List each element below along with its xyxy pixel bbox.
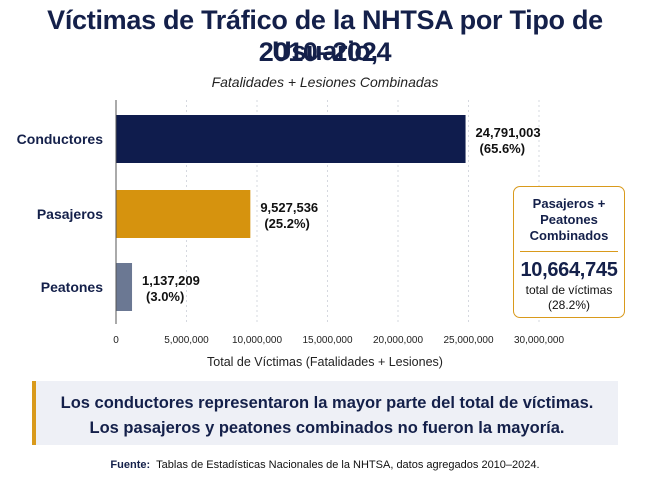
x-tick-label: 20,000,000 (373, 335, 423, 346)
bar-peatones (116, 263, 133, 311)
insight-line-1: Los conductores representaron la mayor p… (60, 394, 594, 412)
bar-pasajeros (116, 190, 251, 238)
bar-conductores (116, 115, 466, 163)
value-label: 24,791,003 (476, 125, 541, 140)
percent-label: (25.2%) (264, 216, 310, 231)
callout-value: 10,664,745 (520, 259, 618, 281)
source-label: Fuente: (110, 459, 151, 471)
bar-chart: Conductores 24,791,003(65.6%) Pasajeros 9,5… (17, 100, 564, 369)
x-tick-label: 25,000,000 (443, 335, 493, 346)
callout-percent: (28.2%) (547, 298, 591, 312)
category-label: Pasajeros (37, 206, 103, 222)
x-tick-label: 30,000,000 (514, 335, 564, 346)
source-note: Fuente: Tablas de Estadísticas Nacionales… (0, 459, 650, 471)
percent-label: (3.0%) (146, 289, 184, 304)
chart-title-line-1: Víctimas de Tráfico de la NHTSA por Tipo… (47, 5, 603, 66)
chart-title-line-2: 2010–2024 (258, 37, 392, 67)
x-axis-title: Total de Víctimas (Fatalidades + Lesione… (207, 355, 443, 369)
source-text: Tablas de Estadísticas Nacionales de la … (156, 459, 540, 471)
value-label: 9,527,536 (260, 200, 318, 215)
combined-callout-box: Pasajeros + Peatones Combinados 10,664,7… (513, 186, 625, 318)
insight-line-2: Los pasajeros y peatones combinados no f… (89, 419, 565, 437)
x-tick-label: 0 (113, 335, 119, 346)
insight-accent-bar (32, 381, 36, 445)
percent-label: (65.6%) (480, 141, 526, 156)
x-tick-label: 5,000,000 (164, 335, 209, 346)
callout-subtext: total de víctimas (525, 283, 613, 297)
category-label: Conductores (17, 131, 104, 147)
insight-banner: Los conductores representaron la mayor p… (32, 381, 618, 445)
x-tick-label: 15,000,000 (302, 335, 352, 346)
x-tick-label: 10,000,000 (232, 335, 282, 346)
callout-heading: Pasajeros + Peatones Combinados (520, 196, 618, 252)
chart-subtitle: Fatalidades + Lesiones Combinadas (211, 74, 439, 90)
category-label: Peatones (41, 279, 103, 295)
value-label: 1,137,209 (142, 273, 200, 288)
